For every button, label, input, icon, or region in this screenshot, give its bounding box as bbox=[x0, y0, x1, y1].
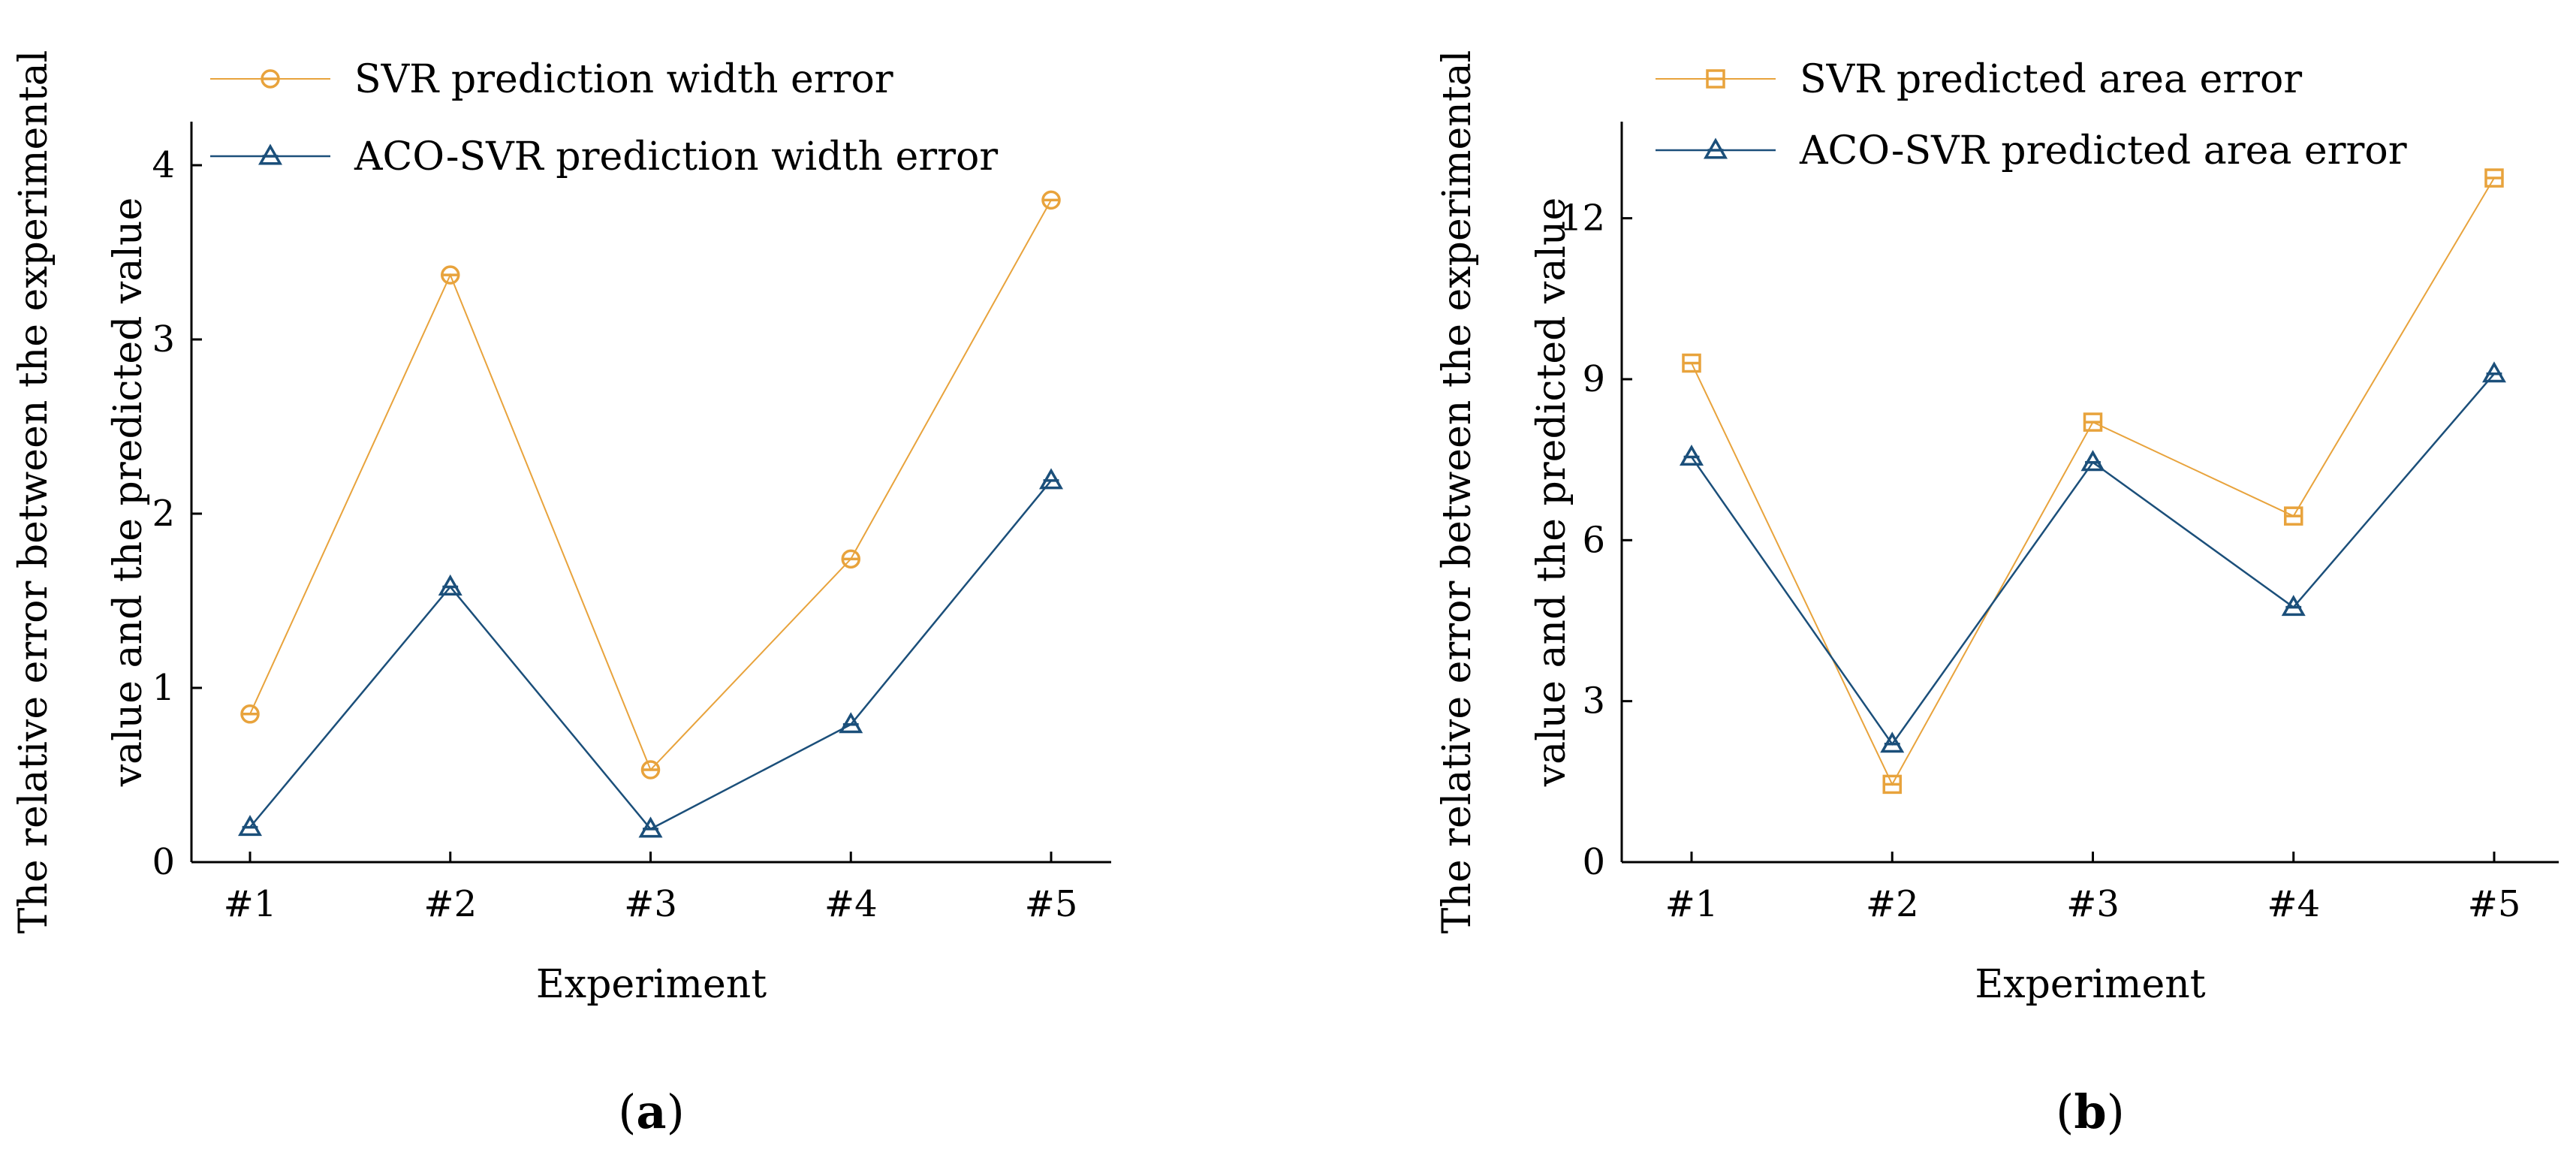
x-tick-label: #2 bbox=[423, 883, 477, 925]
y-tick-label: 6 bbox=[1582, 519, 1605, 561]
chart-panel-a: 0 1 2 3 4 #1 #2 #3 #4 #5 Experiment The relative er… bbox=[11, 50, 1111, 1139]
series-1 bbox=[1679, 361, 2507, 753]
chart-panel-b: 0 3 6 9 12 #1 #2 #3 #4 #5 Experiment The relative e… bbox=[1435, 50, 2559, 1139]
x-tick-label: #1 bbox=[1665, 883, 1719, 925]
panel-label-letter: a bbox=[636, 1084, 666, 1139]
x-axis-title: Experiment bbox=[536, 962, 767, 1007]
legend-entry: ACO-SVR prediction width error bbox=[210, 134, 998, 179]
y-axis-title-line2: value and the predicted value bbox=[106, 198, 151, 788]
panel-label-close: ) bbox=[2107, 1084, 2125, 1139]
y-tick-label: 1 bbox=[152, 667, 175, 709]
x-tick-label: #3 bbox=[624, 883, 677, 925]
x-axis-title: Experiment bbox=[1975, 962, 2205, 1007]
panel-label-letter: b bbox=[2074, 1084, 2106, 1139]
panel-label-open: ( bbox=[2056, 1084, 2074, 1139]
legend-label: SVR predicted area error bbox=[1800, 57, 2302, 102]
y-tick-label: 4 bbox=[152, 144, 175, 186]
series-line bbox=[1691, 177, 2495, 786]
x-tick-label: #4 bbox=[2267, 883, 2320, 925]
legend-entry: SVR predicted area error bbox=[1656, 57, 2302, 102]
series-0 bbox=[1682, 168, 2504, 795]
panel-label-open: ( bbox=[618, 1084, 636, 1139]
x-tick-label: #5 bbox=[1025, 883, 1078, 925]
series-0 bbox=[240, 190, 1061, 780]
legend-entry: ACO-SVR predicted area error bbox=[1656, 128, 2407, 173]
legend-label: ACO-SVR predicted area error bbox=[1799, 128, 2407, 173]
x-tick-label: #3 bbox=[2066, 883, 2120, 925]
y-tick-label: 3 bbox=[1582, 680, 1605, 722]
panel-label: (a) bbox=[618, 1084, 685, 1139]
x-tick-label: #5 bbox=[2468, 883, 2521, 925]
legend-label: SVR prediction width error bbox=[354, 57, 893, 102]
y-tick-label: 9 bbox=[1582, 358, 1605, 400]
y-tick-label: 2 bbox=[152, 493, 175, 535]
y-axis-title-line1: The relative error between the experimen… bbox=[11, 50, 56, 934]
y-tick-label: 0 bbox=[152, 841, 175, 883]
y-tick-label: 3 bbox=[152, 318, 175, 360]
x-tick-label: #2 bbox=[1866, 883, 1919, 925]
y-tick-label: 0 bbox=[1582, 841, 1605, 883]
series-1 bbox=[237, 468, 1064, 838]
x-tick-label: #1 bbox=[224, 883, 277, 925]
y-axis-title-line2: value and the predicted value bbox=[1529, 198, 1574, 788]
y-tick-label: 12 bbox=[1559, 198, 1605, 240]
panel-label: (b) bbox=[2056, 1084, 2125, 1139]
panel-label-close: ) bbox=[667, 1084, 685, 1139]
x-tick-label: #4 bbox=[824, 883, 878, 925]
y-axis-title-line1: The relative error between the experimen… bbox=[1435, 50, 1480, 934]
legend-entry: SVR prediction width error bbox=[210, 57, 893, 102]
legend-label: ACO-SVR prediction width error bbox=[354, 134, 998, 179]
